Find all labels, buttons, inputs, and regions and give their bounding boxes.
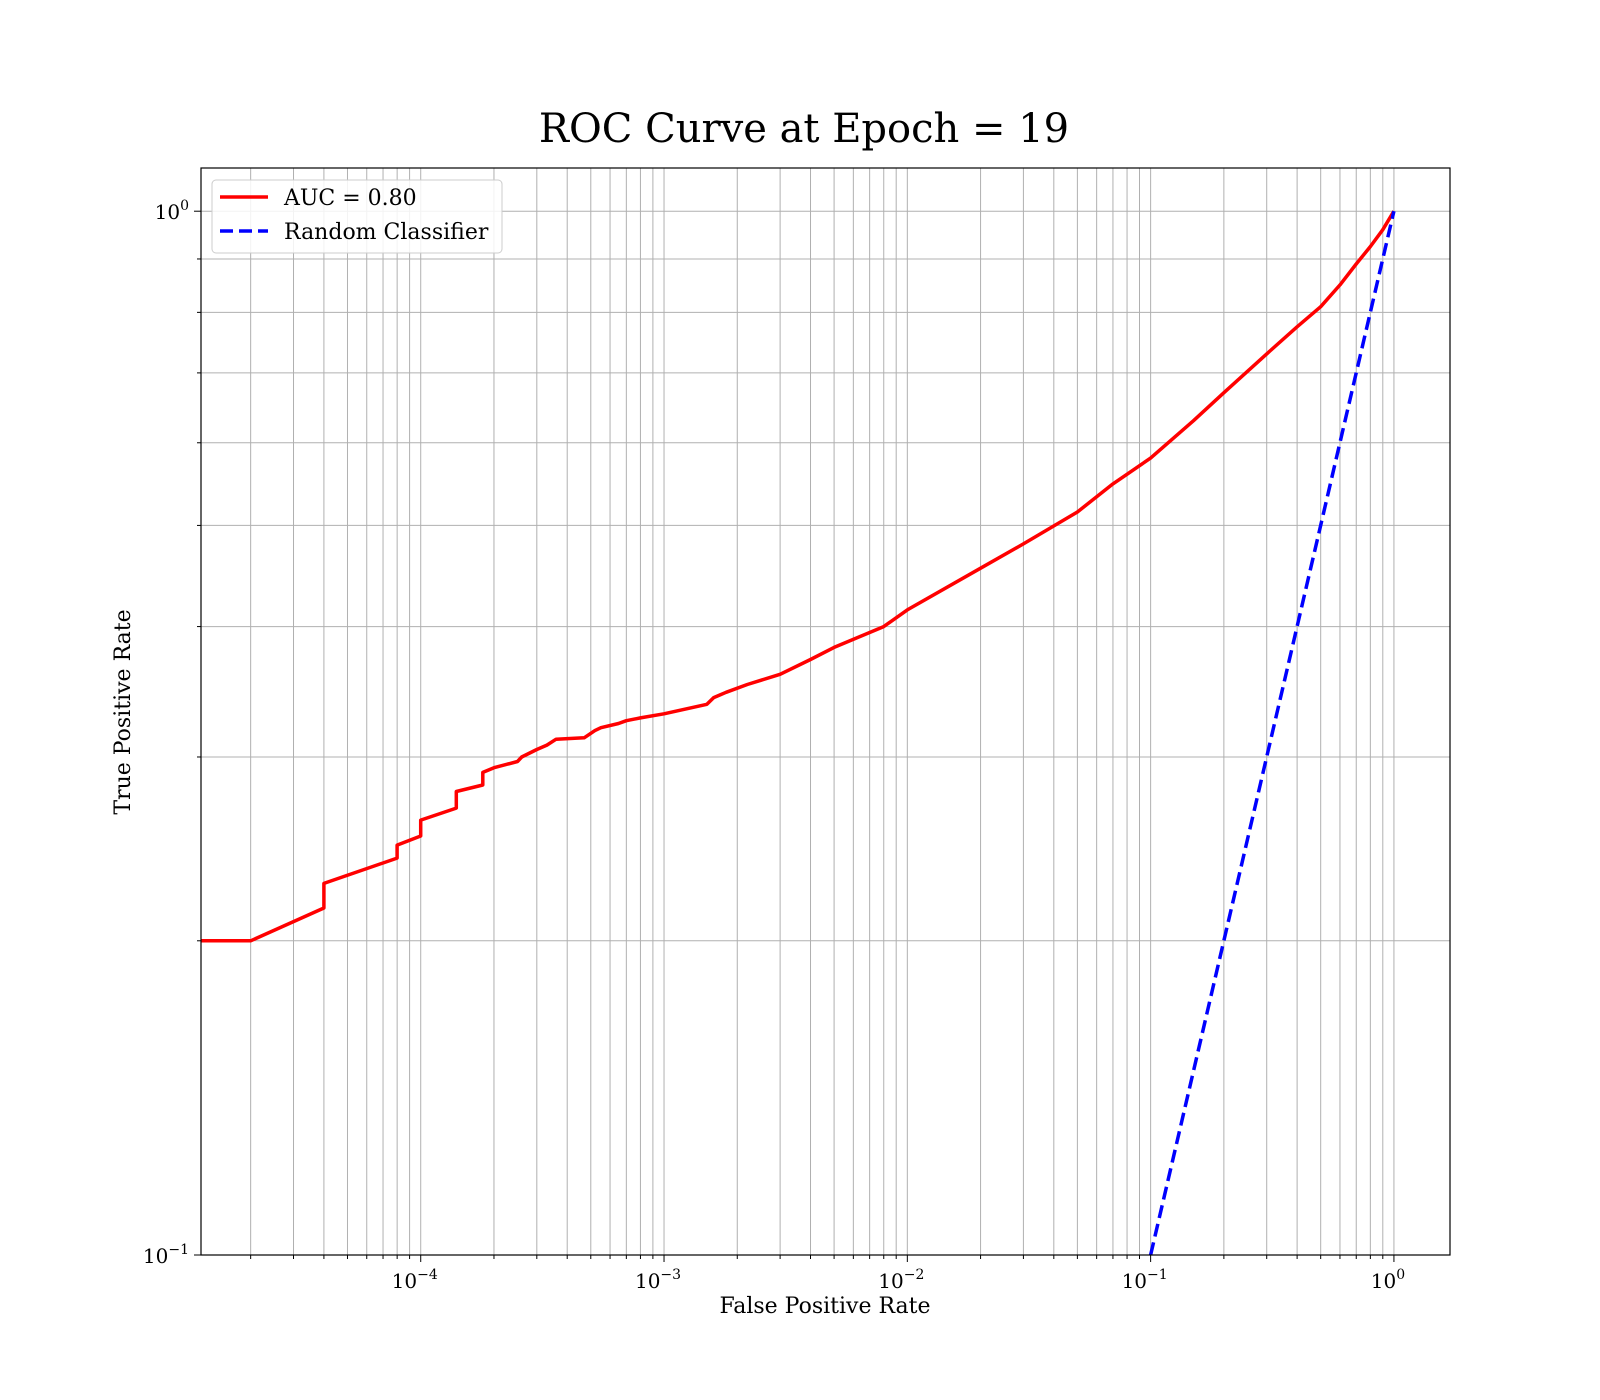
legend: AUC = 0.80 Random Classifier — [211, 179, 503, 254]
x-axis-label: False Positive Rate — [719, 1294, 930, 1319]
x-tick-label: 10−3 — [635, 1267, 681, 1293]
x-tick-label: 100 — [1371, 1267, 1405, 1293]
x-tick-label: 10−2 — [878, 1267, 924, 1293]
grid-lines — [201, 168, 1450, 1256]
legend-box — [211, 179, 503, 254]
series-lines — [201, 210, 1396, 1255]
legend-label-auc: AUC = 0.80 — [283, 186, 417, 211]
plot-frame — [200, 167, 1451, 1256]
axis-ticks: 10−4 10−3 10−2 10−1 100 10−1 100 — [143, 198, 1405, 1293]
y-tick-label: 100 — [155, 198, 189, 224]
roc-curve-line — [201, 210, 1396, 943]
random-classifier-line — [1148, 210, 1396, 1255]
x-tick-label: 10−4 — [392, 1267, 438, 1293]
legend-label-random: Random Classifier — [284, 220, 489, 245]
x-tick-label: 10−1 — [1122, 1267, 1168, 1293]
chart-title: ROC Curve at Epoch = 19 — [539, 106, 1069, 152]
y-tick-label: 10−1 — [143, 1242, 189, 1268]
y-axis-label: True Positive Rate — [111, 609, 136, 814]
